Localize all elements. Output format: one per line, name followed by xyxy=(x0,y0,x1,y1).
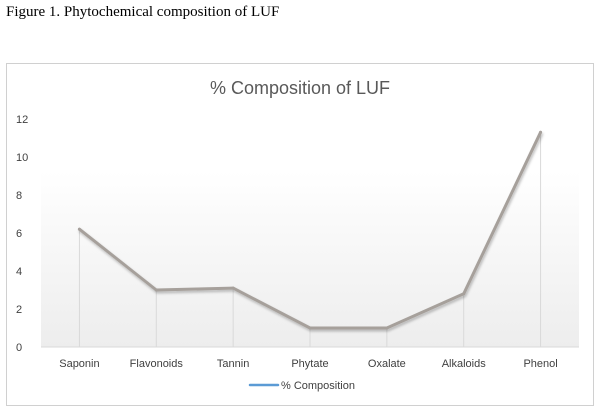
chart-title: % Composition of LUF xyxy=(210,78,390,98)
data-point-alkaloids xyxy=(462,292,466,296)
plot-background xyxy=(41,171,579,347)
data-point-oxalate xyxy=(385,326,389,330)
x-tick-label-tannin: Tannin xyxy=(217,358,249,370)
x-tick-label-phenol: Phenol xyxy=(523,358,557,370)
y-tick-label-10: 10 xyxy=(16,152,28,164)
y-axis-ticks: 0 2 4 6 8 10 12 xyxy=(16,114,28,354)
series-layer xyxy=(77,130,543,330)
x-tick-label-saponin: Saponin xyxy=(59,358,99,370)
x-tick-label-alkaloids: Alkaloids xyxy=(442,358,487,370)
y-tick-label-2: 2 xyxy=(16,304,22,316)
data-point-tannin xyxy=(231,286,235,290)
data-point-phytate xyxy=(308,326,312,330)
x-tick-label-oxalate: Oxalate xyxy=(368,358,406,370)
data-point-phenol xyxy=(539,130,543,134)
data-point-saponin xyxy=(77,227,81,231)
data-point-flavonoids xyxy=(154,288,158,292)
x-tick-label-flavonoids: Flavonoids xyxy=(130,358,184,370)
legend: % Composition xyxy=(248,380,355,392)
y-tick-label-4: 4 xyxy=(16,266,22,278)
y-tick-label-12: 12 xyxy=(16,114,28,126)
line-chart: % Composition of LUF 0 2 4 6 8 10 12 Saponin Fl… xyxy=(16,78,579,392)
chart-area: % Composition of LUF 0 2 4 6 8 10 12 Saponin Fl… xyxy=(6,63,594,406)
x-axis-ticks: Saponin Flavonoids Tannin Phytate Oxalate Alk… xyxy=(59,358,557,370)
x-tick-label-phytate: Phytate xyxy=(291,358,328,370)
legend-label: % Composition xyxy=(281,380,355,392)
figure-caption: Figure 1. Phytochemical composition of L… xyxy=(6,4,280,20)
drop-lines xyxy=(78,132,542,347)
y-tick-label-6: 6 xyxy=(16,228,22,240)
y-tick-label-8: 8 xyxy=(16,190,22,202)
y-tick-label-0: 0 xyxy=(16,342,22,354)
